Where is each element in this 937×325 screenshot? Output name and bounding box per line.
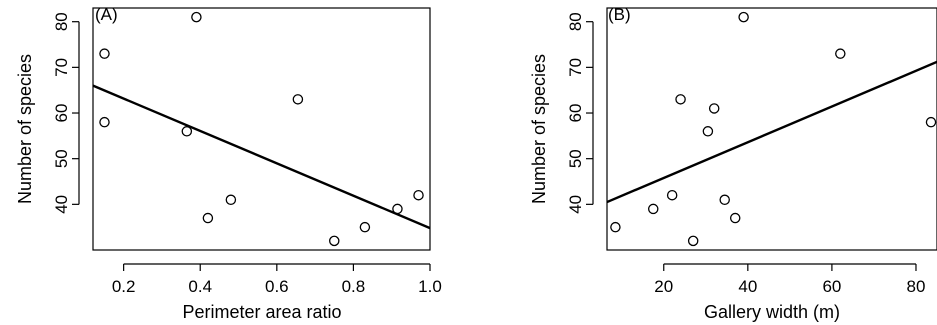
data-point	[647, 203, 659, 215]
regression-line	[92, 84, 431, 230]
data-point	[610, 221, 621, 233]
data-point	[359, 221, 371, 233]
plot-frame	[92, 7, 431, 251]
y-tick-label: 40	[52, 195, 71, 214]
x-tick-label: 20	[654, 277, 673, 296]
data-point	[729, 212, 741, 224]
data-point	[925, 116, 937, 128]
y-tick-label: 50	[566, 149, 585, 168]
data-point	[292, 94, 304, 105]
y-axis-title: Number of species	[529, 54, 549, 204]
y-tick-label: 70	[566, 58, 585, 77]
data-point	[835, 48, 846, 59]
data-point	[702, 126, 714, 137]
x-axis-title: Gallery width (m)	[704, 302, 840, 322]
data-point	[225, 194, 237, 206]
data-point	[202, 212, 214, 224]
data-point	[719, 194, 730, 206]
data-point	[99, 116, 110, 128]
x-axis-title: Perimeter area ratio	[182, 302, 341, 322]
x-tick-label: 0.6	[265, 277, 289, 296]
data-point	[738, 11, 749, 23]
data-point	[675, 94, 686, 105]
y-tick-label: 60	[566, 104, 585, 123]
panel-a: 0.2 0.4 0.6 0.8 1.0 40 50 60 70 80 Perimeter area …	[15, 5, 442, 322]
panel-b: 20 40 60 80 40 50 60 70 80 Gallery width (m) Numbe…	[529, 5, 937, 322]
plot-frame	[606, 7, 937, 251]
data-point	[329, 235, 340, 247]
data-point	[687, 235, 699, 247]
x-tick-label: 0.8	[342, 277, 366, 296]
x-tick-label: 80	[907, 277, 926, 296]
x-tick-label: 40	[738, 277, 757, 296]
panel-label: (B)	[608, 5, 631, 24]
y-axis-title: Number of species	[15, 54, 35, 204]
x-tick-label: 0.4	[188, 277, 212, 296]
data-point	[666, 189, 678, 201]
regression-line	[606, 60, 937, 204]
y-tick-label: 80	[52, 12, 71, 31]
data-point	[191, 11, 202, 23]
data-point	[181, 126, 193, 137]
data-point	[413, 189, 424, 201]
y-tick-label: 70	[52, 58, 71, 77]
y-tick-label: 50	[52, 149, 71, 168]
x-tick-label: 60	[822, 277, 841, 296]
data-point	[708, 103, 720, 114]
y-tick-label: 40	[566, 195, 585, 214]
y-tick-label: 80	[566, 12, 585, 31]
data-point	[99, 48, 110, 59]
x-tick-label: 1.0	[418, 277, 442, 296]
data-point	[392, 203, 403, 215]
y-tick-label: 60	[52, 104, 71, 123]
panel-label: (A)	[95, 5, 118, 24]
x-tick-label: 0.2	[112, 277, 136, 296]
